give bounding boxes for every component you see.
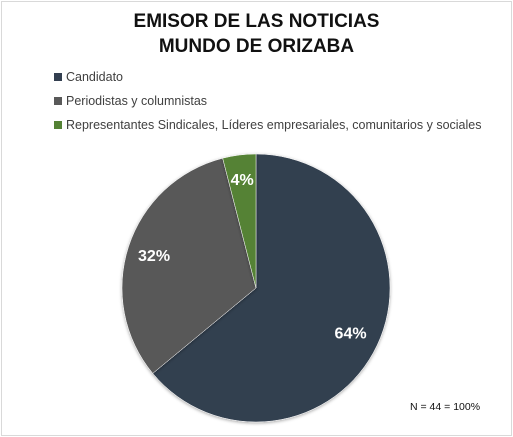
- sample-size-note: N = 44 = 100%: [410, 401, 481, 413]
- pie-data-labels: 64% 32% 4%: [138, 172, 367, 343]
- chart-title-line1: EMISOR DE LAS NOTICIAS: [133, 11, 380, 32]
- data-label-representantes: 4%: [231, 172, 254, 189]
- legend-label-periodistas: Periodistas y columnistas: [66, 94, 208, 108]
- pie-slices: [121, 153, 391, 423]
- pie-slice-candidato: [152, 153, 391, 423]
- pie-slice-periodistas: [121, 157, 257, 374]
- data-label-candidato: 64%: [335, 326, 367, 343]
- chart-title-line2: MUNDO DE ORIZABA: [158, 36, 355, 57]
- legend-label-representantes: Representantes Sindicales, Líderes empre…: [66, 118, 482, 132]
- pie-slice-representantes: [222, 153, 257, 289]
- legend-swatch-candidato: [54, 73, 62, 81]
- legend-swatch-representantes: [54, 121, 62, 129]
- legend-swatch-periodistas: [54, 97, 62, 105]
- chart-title: EMISOR DE LAS NOTICIAS MUNDO DE ORIZABA: [0, 9, 513, 59]
- data-label-periodistas: 32%: [138, 248, 170, 265]
- legend-label-candidato: Candidato: [66, 70, 123, 84]
